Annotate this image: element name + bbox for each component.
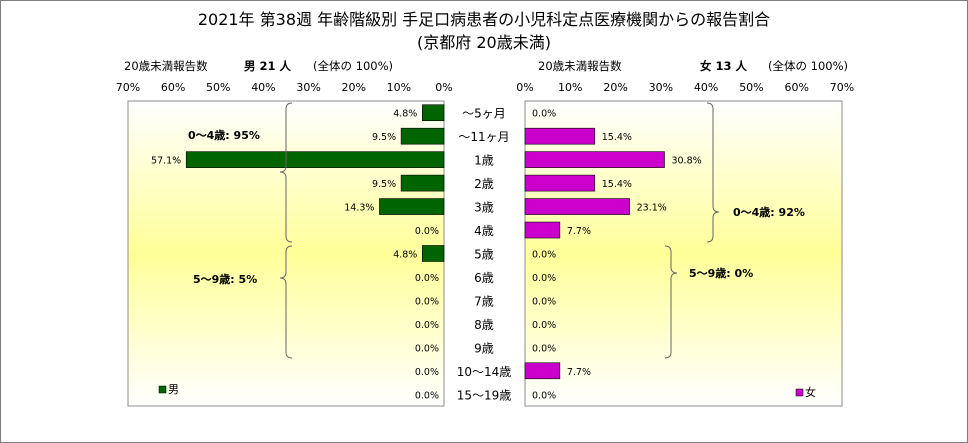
x-tick-right: 10% <box>558 81 582 94</box>
x-tick-left: 60% <box>161 81 185 94</box>
left-group-label-0-4: 0～4歳: 95% <box>188 128 260 142</box>
female-value-label: 0.0% <box>532 390 556 401</box>
left-header-label: 20歳未満報告数 <box>124 59 208 73</box>
male-value-label: 9.5% <box>372 179 396 190</box>
x-tick-left: 50% <box>206 81 230 94</box>
x-tick-right: 50% <box>739 81 763 94</box>
male-value-label: 4.8% <box>393 249 417 260</box>
male-bar <box>185 151 445 168</box>
category-label: ～5ヶ月 <box>462 107 506 121</box>
male-bar <box>400 127 445 145</box>
female-value-label: 30.8% <box>671 156 701 167</box>
female-bar <box>524 151 665 168</box>
male-bar <box>379 198 445 215</box>
category-label: 9歳 <box>474 341 494 355</box>
legend-male-label: 男 <box>168 383 179 396</box>
right-header-count: 女 13 人 <box>700 59 748 73</box>
category-label: 8歳 <box>474 318 494 332</box>
right-plot-area <box>524 100 843 407</box>
left-brace-0-4 <box>279 102 293 243</box>
left-header-total: (全体の 100%) <box>313 59 394 73</box>
male-value-label: 0.0% <box>415 320 439 331</box>
right-group-label-5-9: 5～9歳: 0% <box>689 266 753 280</box>
male-value-label: 0.0% <box>415 273 439 284</box>
male-value-label: 0.0% <box>415 390 439 401</box>
female-value-label: 0.0% <box>532 109 556 120</box>
category-label: 3歳 <box>474 201 494 215</box>
female-bar <box>524 127 596 145</box>
x-tick-left: 40% <box>251 81 275 94</box>
female-bar <box>524 362 561 380</box>
left-group-label-5-9: 5～9歳: 5% <box>193 272 257 286</box>
x-tick-right: 30% <box>649 81 673 94</box>
legend-male-swatch <box>158 385 167 394</box>
male-value-label: 0.0% <box>415 343 439 354</box>
x-tick-right: 20% <box>603 81 627 94</box>
x-tick-left: 10% <box>387 81 411 94</box>
right-brace-0-4 <box>706 102 720 243</box>
male-value-label: 0.0% <box>415 226 439 237</box>
female-bar <box>524 174 596 192</box>
left-brace-5-9 <box>279 245 293 359</box>
category-label: 7歳 <box>474 294 494 308</box>
x-tick-left: 20% <box>341 81 365 94</box>
female-value-label: 0.0% <box>532 320 556 331</box>
x-tick-left: 70% <box>116 81 140 94</box>
male-value-label: 9.5% <box>372 132 396 143</box>
right-header-label: 20歳未満報告数 <box>538 59 622 73</box>
chart-subtitle: (京都府 20歳未満) <box>417 33 551 52</box>
category-label: 1歳 <box>474 154 494 168</box>
category-label: 2歳 <box>474 177 494 191</box>
right-header-total: (全体の 100%) <box>768 59 849 73</box>
x-tick-right: 70% <box>830 81 854 94</box>
male-value-label: 14.3% <box>344 203 374 214</box>
legend-female-label: 女 <box>805 385 816 399</box>
x-tick-right: 60% <box>784 81 808 94</box>
legend-female-swatch <box>795 388 804 397</box>
female-bar <box>524 198 630 215</box>
x-tick-right: 40% <box>694 81 718 94</box>
x-tick-right: 0% <box>516 81 533 94</box>
male-bar <box>400 174 445 192</box>
category-label: 6歳 <box>474 271 494 285</box>
category-label: 10～14歳 <box>457 365 512 379</box>
female-value-label: 7.7% <box>567 226 591 237</box>
male-value-label: 4.8% <box>393 109 417 120</box>
category-label: 5歳 <box>474 247 494 261</box>
right-brace-5-9 <box>664 245 678 359</box>
female-value-label: 0.0% <box>532 273 556 284</box>
category-label: 4歳 <box>474 224 494 238</box>
female-value-label: 15.4% <box>602 179 632 190</box>
left-header-count: 男 21 人 <box>244 59 292 73</box>
female-value-label: 7.7% <box>567 367 591 378</box>
category-label: ～11ヶ月 <box>458 130 509 144</box>
male-bar <box>422 104 445 122</box>
female-value-label: 15.4% <box>602 132 632 143</box>
male-bar <box>422 245 445 262</box>
male-value-label: 57.1% <box>151 156 181 167</box>
female-bar <box>524 221 561 239</box>
male-value-label: 0.0% <box>415 367 439 378</box>
female-value-label: 0.0% <box>532 249 556 260</box>
right-group-label-0-4: 0～4歳: 92% <box>733 205 805 219</box>
male-value-label: 0.0% <box>415 296 439 307</box>
x-tick-left: 0% <box>435 81 452 94</box>
chart-title: 2021年 第38週 年齢階級別 手足口病患者の小児科定点医療機関からの報告割合 <box>197 10 771 29</box>
female-value-label: 0.0% <box>532 343 556 354</box>
female-value-label: 0.0% <box>532 296 556 307</box>
x-tick-left: 30% <box>296 81 320 94</box>
category-label: 15～19歳 <box>457 388 512 402</box>
female-value-label: 23.1% <box>637 203 667 214</box>
